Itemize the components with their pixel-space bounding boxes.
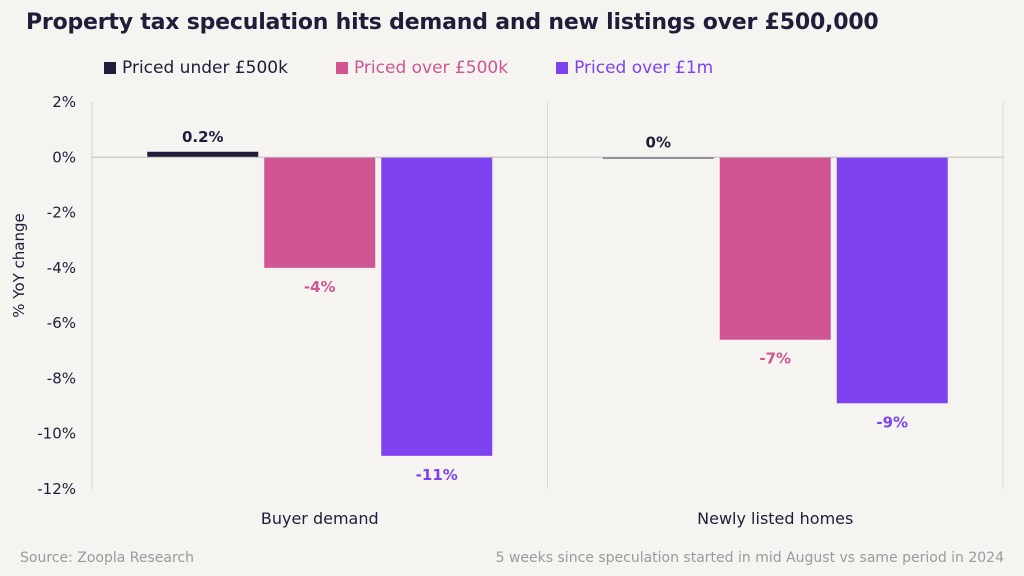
legend-label-over-1m: Priced over £1m <box>574 58 714 78</box>
bar <box>836 157 948 404</box>
period-note: 5 weeks since speculation started in mid… <box>495 550 1004 566</box>
source-note: Source: Zoopla Research <box>20 550 194 566</box>
y-tick-label: -2% <box>47 204 76 222</box>
y-tick-label: 2% <box>52 93 76 111</box>
bar <box>147 151 259 158</box>
y-tick-label: -10% <box>37 425 76 443</box>
legend-item-over-500k: Priced over £500k <box>335 58 509 78</box>
y-tick-label: 0% <box>52 148 76 166</box>
legend: Priced under £500k Priced over £500k Pri… <box>104 58 713 78</box>
data-label: 0.2% <box>182 128 224 146</box>
chart-title: Property tax speculation hits demand and… <box>26 10 879 35</box>
y-tick-label: -12% <box>37 480 76 498</box>
legend-swatch-over-1m <box>556 62 569 74</box>
legend-swatch-under-500k <box>104 62 116 74</box>
data-label: 0% <box>646 133 671 151</box>
data-label: -11% <box>416 466 458 484</box>
bar <box>264 157 376 268</box>
legend-swatch-over-500k <box>335 62 348 74</box>
data-label: -7% <box>759 350 791 368</box>
y-tick-label: -4% <box>47 259 76 277</box>
y-axis-title: % YoY change <box>10 213 28 318</box>
y-tick-label: -8% <box>47 369 76 387</box>
bar <box>602 157 714 159</box>
legend-label-under-500k: Priced under £500k <box>122 58 288 78</box>
bar <box>381 157 493 456</box>
category-label: Buyer demand <box>261 509 379 528</box>
legend-item-over-1m: Priced over £1m <box>556 58 713 78</box>
legend-label-over-500k: Priced over £500k <box>353 58 509 78</box>
legend-item-under-500k: Priced under £500k <box>104 58 288 78</box>
category-label: Newly listed homes <box>697 509 853 528</box>
data-label: -4% <box>304 278 336 296</box>
bar <box>719 157 831 340</box>
y-tick-label: -6% <box>47 314 76 332</box>
data-label: -9% <box>876 413 908 431</box>
